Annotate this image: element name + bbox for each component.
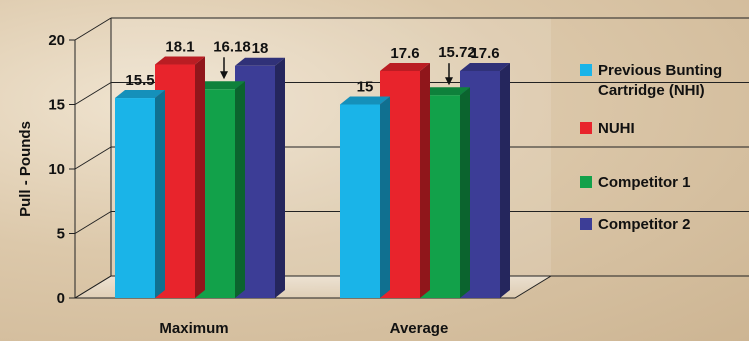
data-label: 18 — [252, 40, 269, 57]
legend-swatch — [580, 176, 592, 188]
legend-label: NUHI — [598, 120, 635, 137]
bar-side — [500, 62, 510, 299]
data-label: 18.1 — [165, 39, 194, 56]
bar-top — [380, 62, 430, 71]
y-tick-label: 20 — [48, 32, 65, 49]
gridline-diagonal — [74, 275, 112, 299]
x-category-label: Average — [390, 320, 449, 337]
bar-top — [195, 81, 245, 90]
bar-top — [235, 57, 285, 66]
bar-side — [380, 96, 390, 298]
bar-side — [235, 81, 245, 298]
data-label: 17.6 — [470, 45, 499, 62]
x-category-label: Maximum — [159, 320, 228, 337]
bar — [340, 104, 380, 298]
bar-side — [460, 87, 470, 298]
legend-swatch — [580, 64, 592, 76]
legend-label: Previous Bunting — [598, 62, 722, 79]
data-label: 16.18 — [213, 38, 251, 55]
data-label-arrowhead — [445, 77, 453, 86]
y-tick-label: 10 — [48, 161, 65, 178]
bar-top — [420, 87, 470, 96]
y-tick-label: 5 — [57, 226, 65, 243]
axes: 0 5 10 15 20 Pull - Pounds Maximum Average — [17, 18, 448, 337]
gridline-diagonal — [74, 211, 112, 234]
bar-top — [115, 90, 165, 99]
y-tick-label: 0 — [57, 290, 65, 307]
data-label: 15.72 — [438, 44, 476, 61]
gridline-diagonal — [74, 17, 112, 41]
data-label: 17.6 — [390, 45, 419, 62]
legend-swatch — [580, 218, 592, 230]
data-label: 15.5 — [125, 72, 154, 89]
legend-swatch — [580, 122, 592, 134]
bar-side — [195, 56, 205, 299]
data-label-arrowhead — [220, 71, 228, 80]
legend-label: Cartridge (NHI) — [598, 82, 705, 99]
bar-side — [155, 90, 165, 298]
y-axis-title: Pull - Pounds — [17, 121, 34, 217]
data-label: 15 — [357, 79, 374, 96]
bar-top — [155, 56, 205, 65]
bars — [115, 56, 510, 299]
legend-label: Competitor 2 — [598, 216, 691, 233]
bar-top — [340, 96, 390, 105]
gridline-diagonal — [74, 82, 112, 105]
bar — [115, 98, 155, 298]
y-tick-label: 15 — [48, 97, 65, 114]
bar-top — [460, 62, 510, 71]
bar-side — [420, 62, 430, 299]
bar-side — [275, 57, 285, 298]
legend: Previous Bunting Cartridge (NHI) NUHI Compe… — [580, 62, 722, 233]
gridline-diagonal — [74, 146, 112, 170]
legend-label: Competitor 1 — [598, 174, 691, 191]
